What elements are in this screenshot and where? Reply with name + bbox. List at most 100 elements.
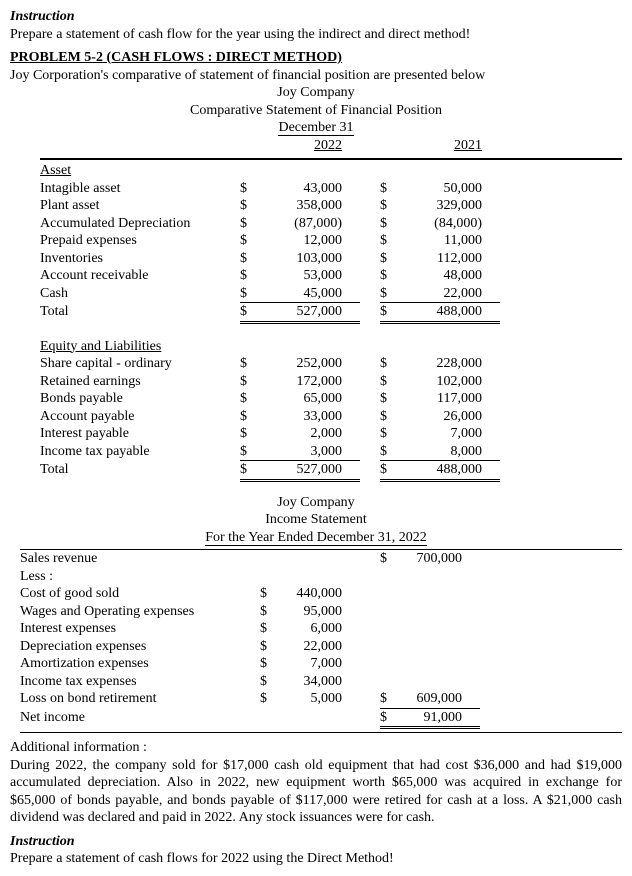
row-label: Share capital - ordinary [40,355,240,373]
row-value: 527,000 [260,303,360,321]
row-value: (87,000) [260,215,360,233]
is-title: Income Statement [10,511,622,529]
row-value: 50,000 [400,180,500,198]
row-label: Sales revenue [20,550,260,568]
table-row: Accumulated Depreciation $(87,000) $(84,… [40,215,622,233]
table-row: Wages and Operating expenses $95,000 [20,603,622,621]
row-label: Accumulated Depreciation [40,215,240,233]
equity-total-row: Total $527,000 $488,000 [40,461,622,482]
row-value: 117,000 [400,390,500,408]
additional-heading: Additional information : [10,739,622,757]
table-row: Loss on bond retirement $5,000 $609,000 [20,690,622,709]
table-row: Retained earnings $172,000 $102,000 [40,373,622,391]
row-value: 252,000 [260,355,360,373]
row-label: Prepaid expenses [40,232,240,250]
instruction-text: Prepare a statement of cash flow for the… [10,26,622,44]
row-label: Interest payable [40,425,240,443]
row-label: Account payable [40,408,240,426]
row-label: Account receivable [40,267,240,285]
row-label: Plant asset [40,197,240,215]
row-value: 5,000 [280,690,360,709]
row-label: Wages and Operating expenses [20,603,260,621]
instruction-heading: Instruction [10,8,622,26]
table-row: Income tax expenses $34,000 [20,673,622,691]
row-value: 488,000 [400,461,500,479]
sfp-col-2022: 2022 [260,137,360,155]
row-value: 172,000 [260,373,360,391]
row-value: 527,000 [260,461,360,479]
table-row: Intagible asset $43,000 $50,000 [40,180,622,198]
row-value: 34,000 [280,673,360,691]
row-label: Amortization expenses [20,655,260,673]
table-row: Cash $45,000 $22,000 [40,285,622,304]
row-label: Income tax expenses [20,673,260,691]
table-row: Income tax payable $3,000 $8,000 [40,443,622,462]
row-value: 112,000 [400,250,500,268]
assets-total-row: Total $527,000 $488,000 [40,303,622,324]
row-value: 12,000 [260,232,360,250]
row-label: Inventories [40,250,240,268]
sfp-table: 2022 2021 Asset Intagible asset $43,000 … [40,137,622,482]
sfp-company: Joy Company [10,84,622,102]
row-value: 3,000 [260,443,360,461]
row-value: 43,000 [260,180,360,198]
is-table: Sales revenue $700,000 Less : Cost of go… [20,549,622,733]
is-company: Joy Company [10,494,622,512]
row-label: Bonds payable [40,390,240,408]
instruction2-text: Prepare a statement of cash flows for 20… [10,850,622,868]
table-row: Amortization expenses $7,000 [20,655,622,673]
row-value: 7,000 [280,655,360,673]
row-value: 65,000 [260,390,360,408]
table-row: Interest payable $2,000 $7,000 [40,425,622,443]
sfp-date-text: December 31 [278,120,353,136]
table-row: Cost of good sold $440,000 [20,585,622,603]
row-value: 22,000 [280,638,360,656]
expenses-total: 609,000 [400,690,480,708]
row-value: 358,000 [260,197,360,215]
row-value: 329,000 [400,197,500,215]
row-label: Less : [20,568,260,586]
row-value: 91,000 [400,709,480,727]
table-row: Bonds payable $65,000 $117,000 [40,390,622,408]
row-label: Total [40,303,240,324]
row-label: Cash [40,285,240,304]
table-row: Prepaid expenses $12,000 $11,000 [40,232,622,250]
row-value: 33,000 [260,408,360,426]
row-label: Total [40,461,240,482]
row-value: 7,000 [400,425,500,443]
sales-row: Sales revenue $700,000 [20,550,622,568]
net-income-row: Net income $91,000 [20,709,622,730]
row-value: 26,000 [400,408,500,426]
is-period-text: For the Year Ended December 31, 2022 [205,530,427,546]
sfp-col-2021: 2021 [400,137,500,155]
row-value: 102,000 [400,373,500,391]
row-label: Intagible asset [40,180,240,198]
row-label: Depreciation expenses [20,638,260,656]
row-value: 488,000 [400,303,500,321]
problem-intro: Joy Corporation's comparative of stateme… [10,67,622,85]
row-value: 95,000 [280,603,360,621]
asset-heading: Asset [40,162,240,180]
row-label: Interest expenses [20,620,260,638]
less-row: Less : [20,568,622,586]
row-value: 700,000 [400,550,480,568]
row-value: 11,000 [400,232,500,250]
equity-heading: Equity and Liabilities [40,338,240,356]
table-row: Interest expenses $6,000 [20,620,622,638]
row-label: Loss on bond retirement [20,690,260,709]
instruction2-heading: Instruction [10,833,622,851]
row-value: (84,000) [400,215,500,233]
row-label: Retained earnings [40,373,240,391]
table-row: Account receivable $53,000 $48,000 [40,267,622,285]
row-label: Income tax payable [40,443,240,462]
table-row: Account payable $33,000 $26,000 [40,408,622,426]
table-row: Share capital - ordinary $252,000 $228,0… [40,355,622,373]
row-value: 6,000 [280,620,360,638]
row-value: 53,000 [260,267,360,285]
row-value: 228,000 [400,355,500,373]
row-value: 2,000 [260,425,360,443]
sfp-date: December 31 [10,119,622,137]
table-row: Plant asset $358,000 $329,000 [40,197,622,215]
row-value: 103,000 [260,250,360,268]
table-row: Inventories $103,000 $112,000 [40,250,622,268]
